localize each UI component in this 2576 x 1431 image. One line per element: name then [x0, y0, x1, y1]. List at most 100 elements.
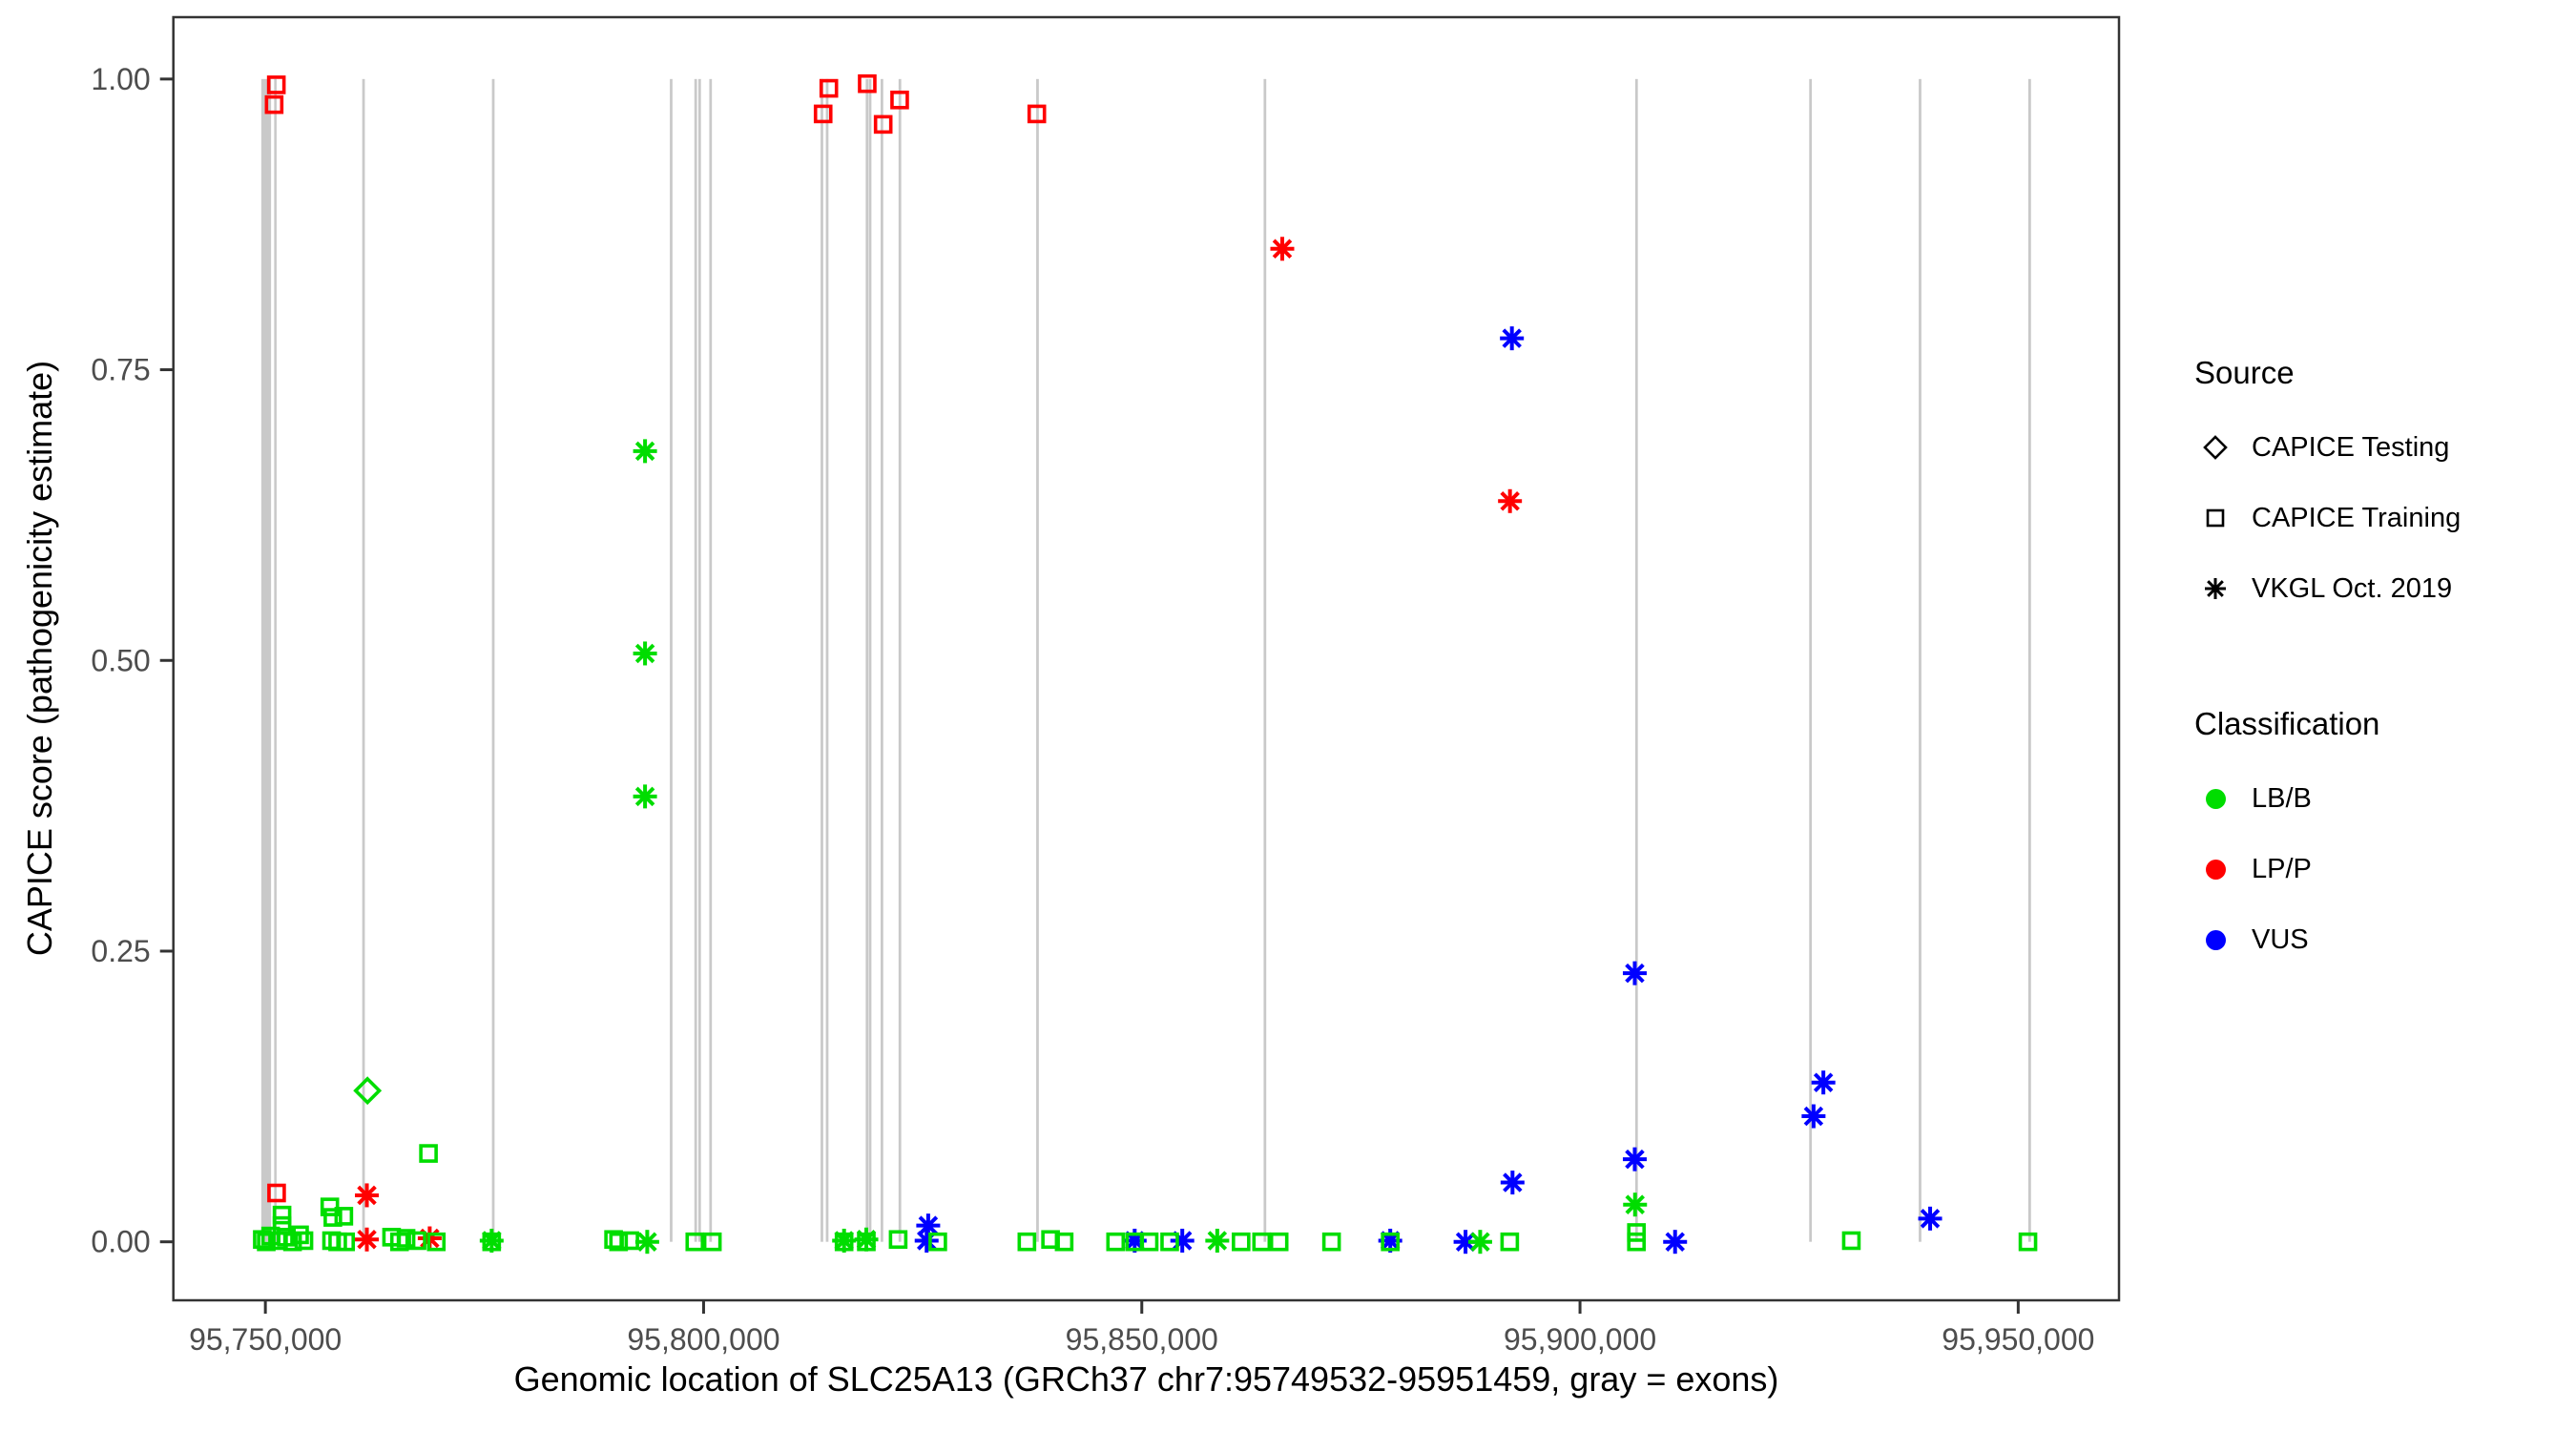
- data-point-square: [928, 1232, 947, 1252]
- data-point-square: [873, 114, 893, 135]
- data-point-square: [2018, 1232, 2038, 1252]
- data-point-square: [334, 1207, 354, 1226]
- lpp-dot-icon: [2206, 859, 2226, 880]
- data-point-asterisk: [1918, 1206, 1942, 1231]
- lbb-dot-icon: [2206, 788, 2226, 809]
- exon-line: [260, 78, 272, 1242]
- data-point-square: [328, 1232, 347, 1252]
- data-point-square: [1627, 1232, 1647, 1252]
- data-point-asterisk: [1811, 1070, 1836, 1095]
- legend-label: LP/P: [2252, 853, 2312, 884]
- data-point-asterisk: [1467, 1230, 1492, 1255]
- y-tick-label: 0.75: [91, 353, 150, 387]
- data-point-square: [407, 1231, 426, 1251]
- data-point-square: [1252, 1232, 1272, 1252]
- data-point-square: [819, 78, 839, 98]
- legend-label: VUS: [2252, 923, 2309, 955]
- data-point-square: [294, 1231, 314, 1251]
- data-point-square: [1139, 1232, 1159, 1252]
- data-point-square: [1232, 1232, 1251, 1252]
- legend-item-vkgl: VKGL Oct. 2019: [2194, 553, 2566, 624]
- exon-line: [670, 78, 673, 1242]
- data-point-asterisk: [1498, 488, 1523, 513]
- exon-line: [865, 78, 869, 1242]
- data-point-asterisk: [633, 439, 657, 464]
- data-point-square: [290, 1225, 309, 1245]
- data-point-asterisk: [1500, 326, 1525, 351]
- exon-line: [1919, 78, 1922, 1242]
- data-point-asterisk: [633, 641, 657, 666]
- exon-line: [697, 78, 701, 1242]
- data-point-square: [1269, 1232, 1289, 1252]
- data-point-square: [272, 1205, 292, 1225]
- legend-classification: Classification LB/B LP/P VUS: [2194, 706, 2566, 975]
- data-point-asterisk: [1270, 237, 1295, 261]
- exon-line: [694, 78, 697, 1242]
- x-tick-label: 95,750,000: [189, 1322, 342, 1357]
- data-point-square: [1841, 1231, 1861, 1251]
- data-point-square: [266, 75, 286, 94]
- exon-line: [1809, 78, 1813, 1242]
- legend-label: VKGL Oct. 2019: [2252, 572, 2453, 604]
- legend-item-capice-training: CAPICE Training: [2194, 483, 2566, 553]
- legend-item-capice-testing: CAPICE Testing: [2194, 412, 2566, 483]
- exon-line: [1036, 78, 1039, 1242]
- x-axis-title: Genomic location of SLC25A13 (GRCh37 chr…: [513, 1359, 1779, 1399]
- exon-line: [821, 78, 823, 1242]
- data-point-square: [323, 1208, 343, 1227]
- data-point-square: [685, 1232, 705, 1252]
- exon-line: [362, 78, 365, 1242]
- y-axis-title: CAPICE score (pathogenicity estimate): [20, 360, 59, 957]
- data-point-square: [888, 1230, 908, 1250]
- y-tick-label: 0.00: [91, 1225, 150, 1259]
- legend-source-title: Source: [2194, 355, 2295, 390]
- data-point-square: [1106, 1232, 1126, 1252]
- legend-source: Source CAPICE Testing CAPICE Training: [2194, 355, 2566, 624]
- asterisk-icon: [2205, 578, 2226, 599]
- data-point-square: [834, 1232, 854, 1252]
- exon-line: [274, 78, 277, 1242]
- data-point-asterisk: [1623, 1192, 1648, 1217]
- data-point-square: [482, 1232, 502, 1252]
- data-point-square: [620, 1231, 639, 1251]
- legend-label: CAPICE Training: [2252, 502, 2462, 533]
- data-point-square: [813, 104, 833, 124]
- exon-line: [881, 78, 883, 1242]
- data-point-square: [702, 1232, 722, 1252]
- data-point-asterisk: [633, 784, 657, 809]
- data-point-asterisk: [1801, 1104, 1826, 1129]
- data-point-asterisk: [355, 1183, 380, 1208]
- data-point-square: [890, 90, 909, 110]
- diamond-icon: [2203, 435, 2228, 460]
- x-tick-label: 95,850,000: [1066, 1322, 1218, 1357]
- x-tick-label: 95,950,000: [1942, 1322, 2094, 1357]
- legend-label: LB/B: [2252, 782, 2312, 814]
- data-point-asterisk: [1205, 1228, 1230, 1253]
- exon-line: [825, 78, 829, 1242]
- data-point-square: [1054, 1232, 1074, 1252]
- data-point-square: [1160, 1232, 1179, 1252]
- data-point-asterisk: [355, 1227, 380, 1252]
- vus-dot-icon: [2206, 929, 2226, 950]
- data-point-square: [1321, 1232, 1341, 1252]
- legend-item-vus: VUS: [2194, 904, 2566, 975]
- exon-line: [491, 78, 495, 1242]
- data-point-square: [858, 73, 877, 93]
- data-point-square: [264, 94, 284, 114]
- data-point-square: [1027, 104, 1047, 124]
- data-point-square: [396, 1229, 416, 1248]
- x-tick-label: 95,800,000: [627, 1322, 779, 1357]
- data-point-square: [1381, 1232, 1400, 1252]
- data-point-square: [609, 1232, 629, 1252]
- data-point-asterisk: [1500, 1171, 1525, 1195]
- data-point-square: [1500, 1232, 1520, 1252]
- data-point-square: [419, 1144, 438, 1163]
- data-point-square: [1017, 1232, 1037, 1252]
- legend-item-lbb: LB/B: [2194, 763, 2566, 834]
- exon-line: [898, 78, 902, 1242]
- y-tick-label: 0.25: [91, 934, 150, 968]
- x-tick-label: 95,900,000: [1504, 1322, 1656, 1357]
- data-point-square: [857, 1232, 876, 1252]
